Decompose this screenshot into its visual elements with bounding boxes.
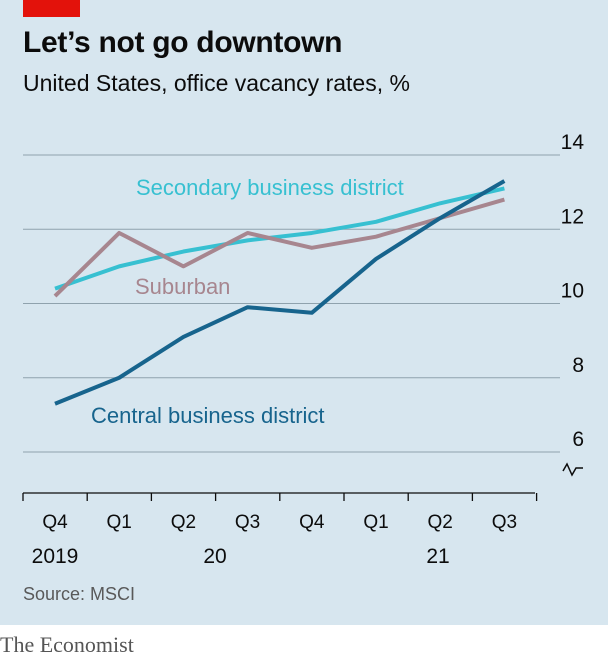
x-tick-label: Q2 bbox=[171, 512, 196, 533]
series-label: Secondary business district bbox=[136, 175, 404, 200]
series-line-central-business-district bbox=[54, 179, 506, 406]
year-label: 2019 bbox=[32, 545, 79, 568]
series-line-secondary-business-district bbox=[54, 186, 505, 291]
series-line-suburban bbox=[53, 197, 505, 298]
y-tick-label: 12 bbox=[561, 205, 584, 228]
year-label: 21 bbox=[426, 545, 449, 568]
x-tick-label: Q3 bbox=[492, 512, 517, 533]
line-chart: 6 8 10 12 14 Q4 Q1 Q2 Q3 Q4 Q1 Q2 Q3 2019 20 21 Secondar… bbox=[22, 131, 585, 568]
x-tick-label: Q1 bbox=[107, 512, 132, 533]
brand-wordmark: The Economist bbox=[0, 632, 134, 657]
x-tick-label: Q3 bbox=[235, 512, 260, 533]
series-label: Suburban bbox=[135, 274, 230, 299]
x-tick-label: Q2 bbox=[428, 512, 453, 533]
y-tick-label: 8 bbox=[572, 354, 584, 377]
series-label: Central business district bbox=[91, 403, 325, 428]
x-tick-label: Q4 bbox=[42, 512, 68, 533]
source-note: Source: MSCI bbox=[23, 584, 136, 604]
brand-red-tag bbox=[23, 0, 80, 17]
chart-title: Let’s not go downtown bbox=[23, 26, 343, 59]
year-label: 20 bbox=[203, 545, 226, 568]
x-tick-label: Q1 bbox=[363, 512, 388, 533]
y-tick-label: 14 bbox=[561, 131, 585, 154]
y-tick-label: 6 bbox=[572, 428, 584, 451]
y-tick-label: 10 bbox=[561, 280, 584, 303]
chart-subtitle: United States, office vacancy rates, % bbox=[23, 70, 410, 96]
axis-break-icon bbox=[562, 462, 583, 477]
x-tick-label: Q4 bbox=[299, 512, 325, 533]
